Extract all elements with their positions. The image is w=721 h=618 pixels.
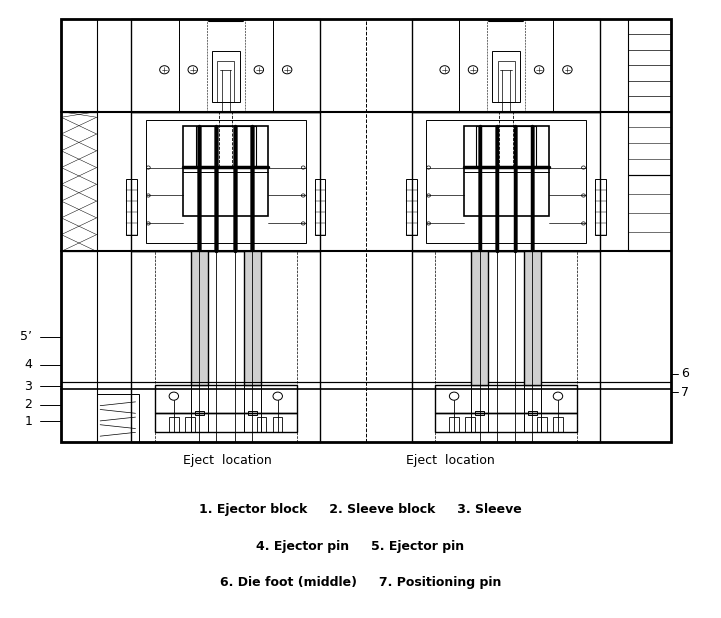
Bar <box>426 120 586 243</box>
Bar <box>195 411 204 415</box>
Bar <box>315 179 325 235</box>
Bar <box>553 417 562 433</box>
Bar <box>464 125 549 216</box>
Text: 3: 3 <box>25 379 32 393</box>
Bar <box>273 417 283 433</box>
Bar <box>126 179 136 235</box>
Text: Eject  location: Eject location <box>406 454 495 467</box>
Bar <box>471 385 488 433</box>
Bar <box>477 125 536 166</box>
Text: 2: 2 <box>25 398 32 412</box>
Bar <box>244 252 261 385</box>
Bar <box>61 19 671 442</box>
Bar <box>131 252 320 442</box>
Bar <box>412 112 601 252</box>
Text: 4: 4 <box>25 358 32 371</box>
Text: Eject  location: Eject location <box>182 454 272 467</box>
Bar <box>244 385 261 433</box>
Bar <box>537 417 547 433</box>
Bar <box>146 120 306 243</box>
Bar <box>628 19 671 112</box>
Bar <box>61 19 97 112</box>
Bar <box>412 19 601 112</box>
Bar <box>497 61 515 103</box>
Bar <box>97 394 139 442</box>
Bar <box>524 385 541 433</box>
Bar <box>257 417 266 433</box>
Bar <box>528 411 537 415</box>
Bar <box>185 417 195 433</box>
Text: 5’: 5’ <box>20 330 32 344</box>
Bar <box>435 413 577 433</box>
Bar <box>596 179 606 235</box>
Bar <box>183 125 268 216</box>
Bar <box>169 417 179 433</box>
Bar <box>61 112 97 252</box>
Bar <box>435 385 577 413</box>
Bar <box>628 174 671 252</box>
Bar <box>466 417 475 433</box>
Bar <box>217 61 234 103</box>
Bar <box>407 179 417 235</box>
Bar <box>155 413 296 433</box>
Bar <box>471 252 488 385</box>
Bar <box>191 252 208 385</box>
Bar <box>155 385 296 413</box>
Bar <box>61 252 97 442</box>
Text: 6: 6 <box>681 367 689 381</box>
Text: 6. Die foot (middle)     7. Positioning pin: 6. Die foot (middle) 7. Positioning pin <box>220 575 501 589</box>
Bar <box>247 411 257 415</box>
Bar <box>131 19 320 112</box>
Text: 1: 1 <box>25 415 32 428</box>
Bar <box>191 385 208 433</box>
Bar <box>449 417 459 433</box>
Text: 7: 7 <box>681 386 689 399</box>
Bar <box>179 19 273 112</box>
Bar <box>412 252 601 442</box>
Bar <box>628 112 671 174</box>
Bar <box>524 252 541 385</box>
Bar <box>475 411 485 415</box>
Bar <box>492 51 520 103</box>
Text: 4. Ejector pin     5. Ejector pin: 4. Ejector pin 5. Ejector pin <box>257 540 464 554</box>
Text: 1. Ejector block     2. Sleeve block     3. Sleeve: 1. Ejector block 2. Sleeve block 3. Slee… <box>199 503 522 517</box>
Bar <box>131 112 320 252</box>
Bar <box>459 19 553 112</box>
Bar <box>196 125 255 166</box>
Bar <box>212 51 240 103</box>
